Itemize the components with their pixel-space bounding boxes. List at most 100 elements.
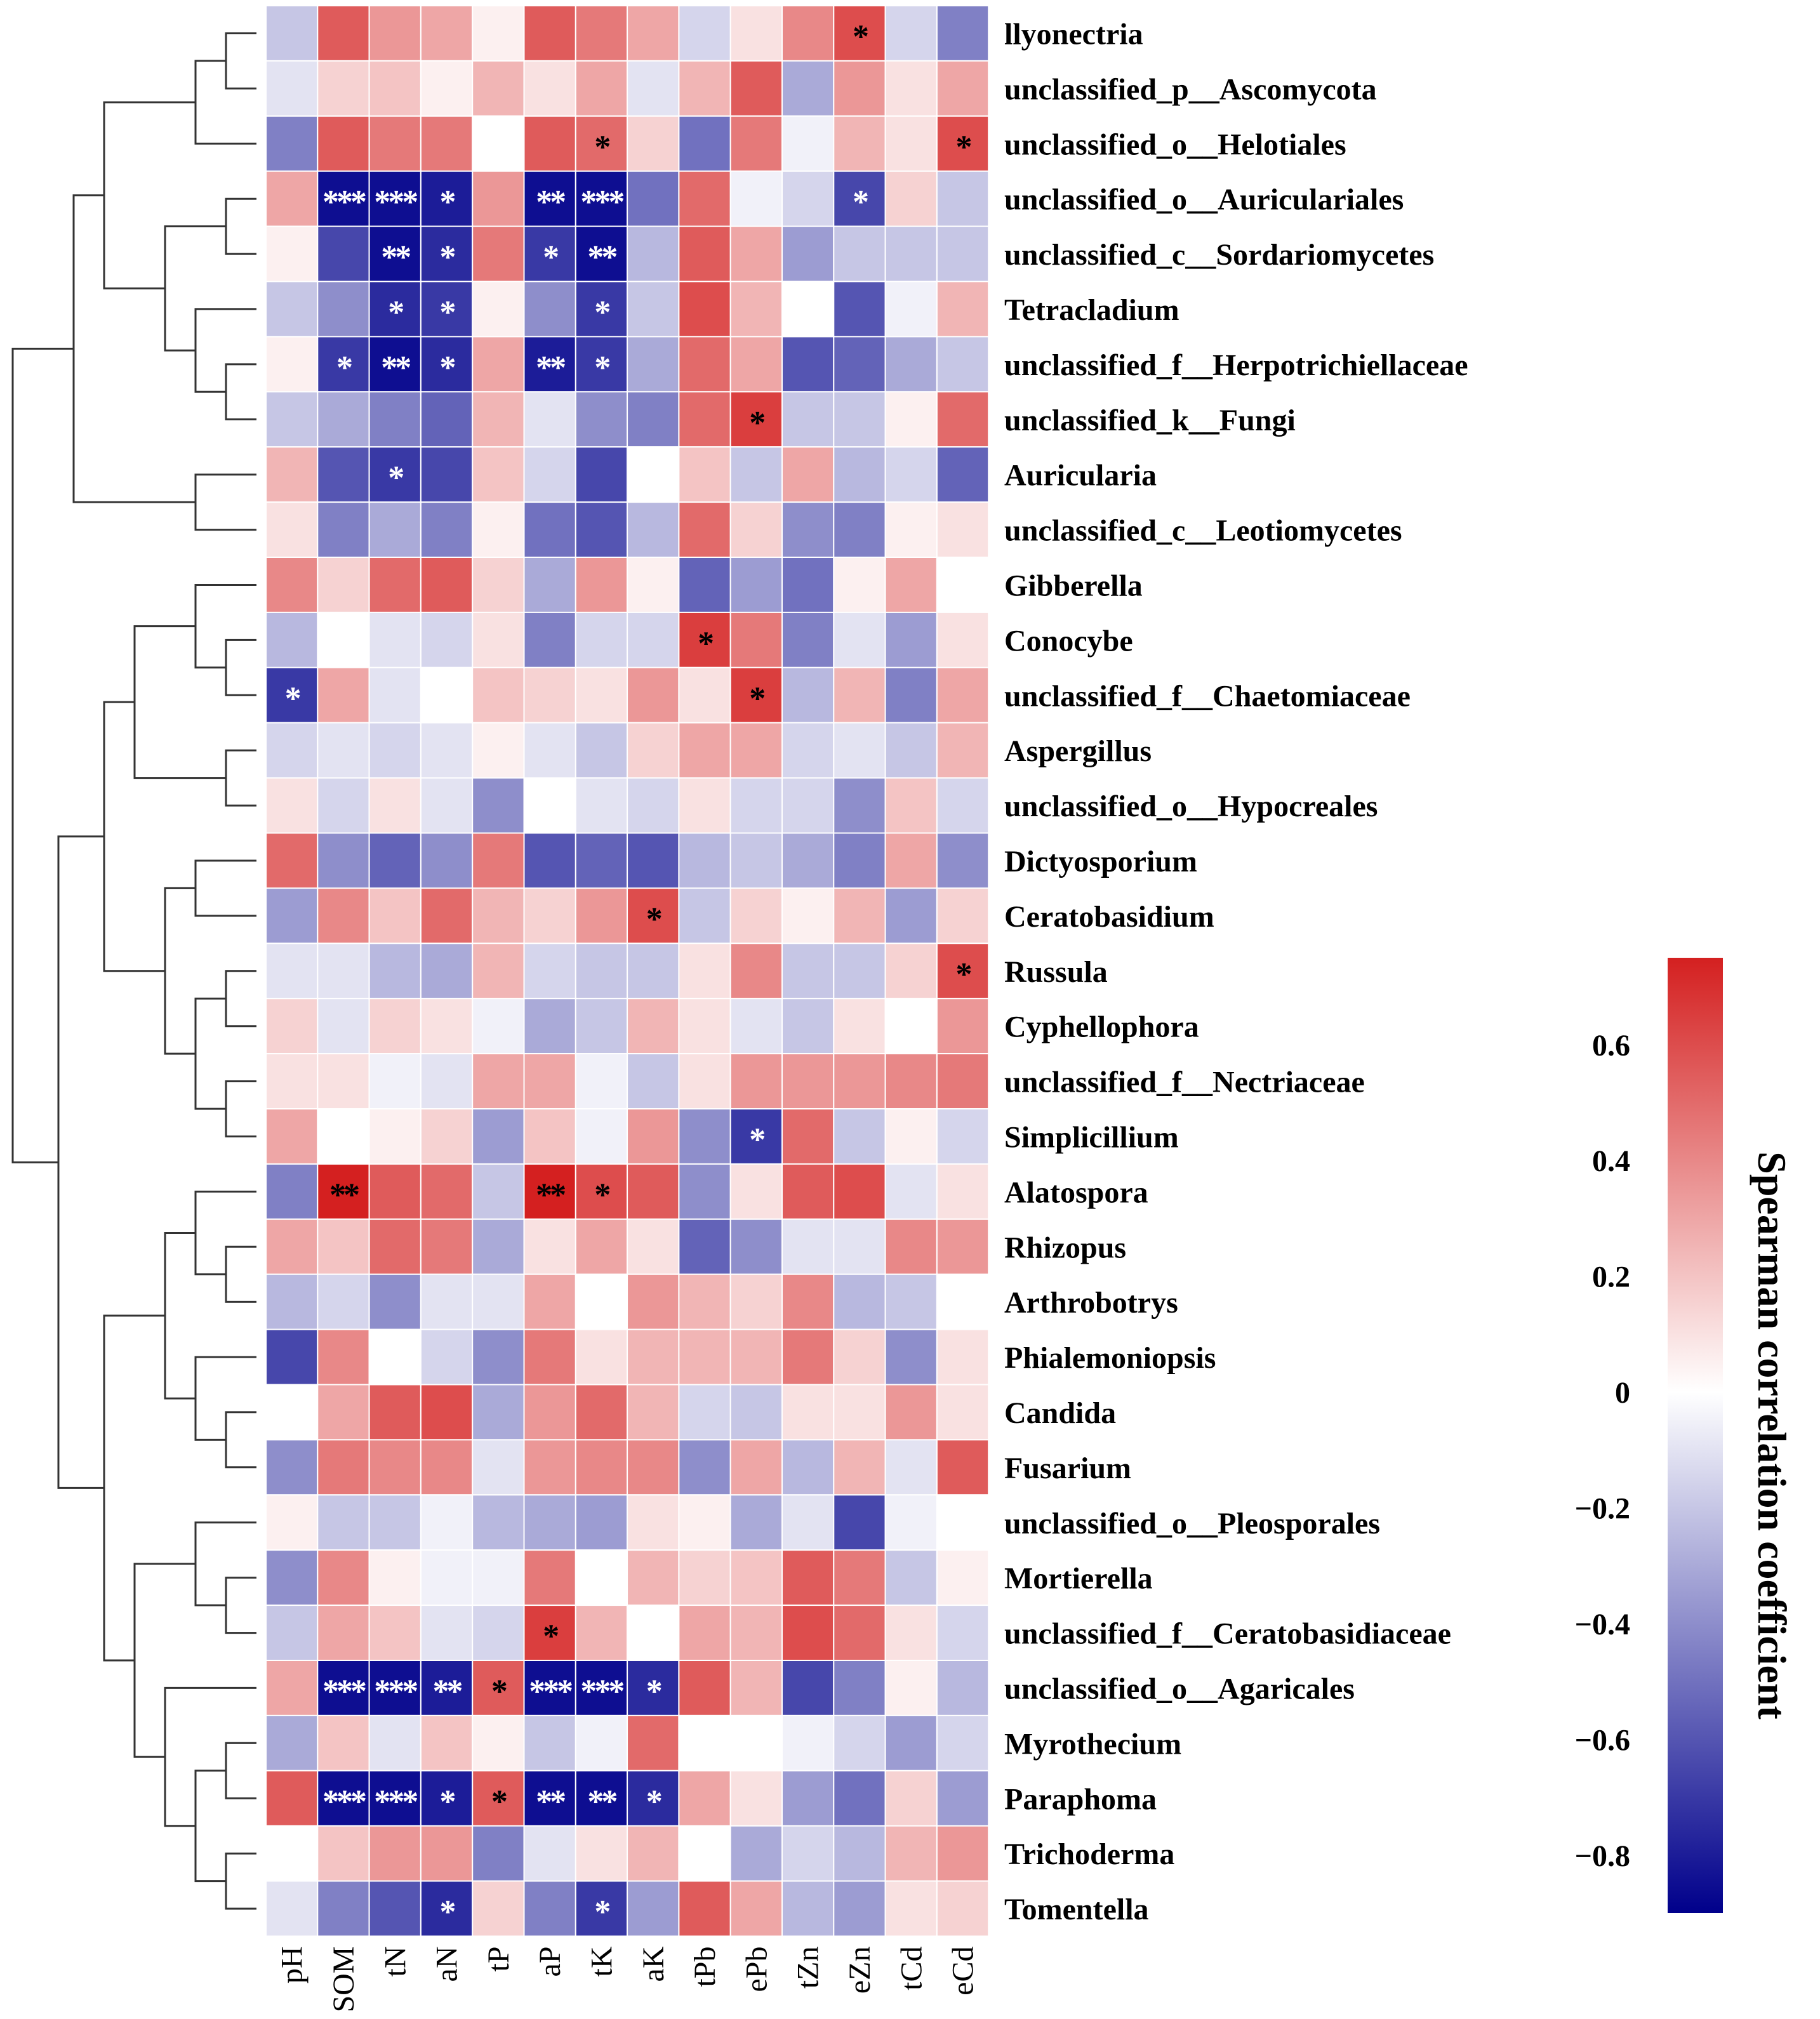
row-label: unclassified_c__Sordariomycetes: [1004, 238, 1434, 272]
heatmap-cell: [265, 446, 319, 503]
heatmap-cell: [575, 943, 628, 1000]
heatmap-cell: [317, 1439, 370, 1496]
heatmap-cell: [472, 722, 525, 779]
heatmap-cell: [627, 446, 680, 503]
row-label: Gibberella: [1004, 569, 1143, 603]
heatmap-cell: [472, 336, 525, 393]
heatmap-cell: [678, 336, 731, 393]
column-label: aK: [637, 1946, 670, 1982]
heatmap-cell: [729, 1549, 783, 1606]
heatmap-cell: [265, 1605, 319, 1662]
heatmap-cell: [265, 832, 319, 889]
colorbar-tick-label: 0: [1615, 1376, 1630, 1410]
heatmap-cell: [472, 666, 525, 724]
heatmap-cell: [833, 1660, 886, 1716]
significance-marker: **: [536, 1784, 565, 1820]
heatmap-cell: [420, 281, 474, 338]
heatmap-cell: [317, 501, 370, 558]
significance-marker: *: [440, 350, 455, 386]
heatmap-cell: [729, 501, 783, 558]
heatmap-cell: [368, 777, 422, 834]
heatmap-cell: [575, 777, 628, 834]
heatmap-cell: [884, 1549, 938, 1606]
dendrogram-branch: [194, 1356, 256, 1441]
heatmap-cell: [627, 1714, 680, 1771]
heatmap-cell: [317, 1880, 370, 1937]
heatmap-cell: [781, 1218, 835, 1275]
heatmap-cell: [884, 1053, 938, 1109]
row-label: unclassified_p__Ascomycota: [1004, 72, 1377, 106]
heatmap-cell: [265, 1439, 319, 1496]
heatmap-cell: [833, 998, 886, 1055]
row-label: unclassified_o__Hypocreales: [1004, 790, 1378, 823]
heatmap-cell: [729, 1714, 783, 1771]
heatmap-cell: [472, 115, 525, 172]
heatmap-cell: [265, 115, 319, 172]
significance-marker: *: [285, 680, 300, 717]
heatmap-cell: [678, 943, 731, 1000]
heatmap-cell: [265, 722, 319, 779]
heatmap-cell: [575, 887, 628, 944]
heatmap-cell: [523, 1549, 576, 1606]
heatmap-cell: [678, 666, 731, 724]
heatmap-cell: [523, 60, 576, 117]
heatmap-cell: [317, 1549, 370, 1606]
heatmap-cell: [884, 170, 938, 227]
heatmap-cell: [627, 777, 680, 834]
heatmap-cell: [678, 1605, 731, 1662]
heatmap-cell: [523, 501, 576, 558]
heatmap-cell: [265, 60, 319, 117]
heatmap-cell: [627, 1825, 680, 1882]
dendrogram-branch: [225, 197, 256, 255]
heatmap-cell: [936, 557, 990, 613]
heatmap-cell: [781, 943, 835, 1000]
heatmap-cell: [729, 115, 783, 172]
heatmap-cell: [936, 1605, 990, 1662]
heatmap-cell: [523, 1714, 576, 1771]
dendrogram-branch: [194, 859, 256, 917]
significance-marker: *: [491, 1784, 507, 1820]
heatmap-cell: [781, 887, 835, 944]
significance-marker: **: [587, 239, 616, 275]
row-label: Paraphoma: [1004, 1782, 1157, 1816]
heatmap-cell: [781, 501, 835, 558]
heatmap-cell: [317, 777, 370, 834]
row-label: unclassified_f__Herpotrichiellaceae: [1004, 348, 1468, 382]
dendrogram-branch: [225, 1577, 256, 1634]
heatmap-cell: [317, 832, 370, 889]
heatmap-cell: [936, 170, 990, 227]
heatmap-cell: [265, 777, 319, 834]
column-label: eZn: [843, 1947, 877, 1994]
column-label: aP: [533, 1947, 567, 1977]
heatmap-cell: [472, 1660, 525, 1716]
heatmap-cell: [678, 1880, 731, 1937]
heatmap-cell: [472, 1053, 525, 1109]
heatmap-cell: [472, 832, 525, 889]
heatmap-cell: [420, 611, 474, 668]
heatmap-cell: [368, 1053, 422, 1109]
colorbar-tick-label: −0.2: [1575, 1492, 1630, 1526]
significance-marker: **: [329, 1177, 359, 1213]
heatmap-cell: [833, 1328, 886, 1386]
heatmap-cell: [317, 225, 370, 282]
column-label: aN: [430, 1947, 464, 1982]
column-label: tPb: [688, 1947, 722, 1987]
heatmap-cell: [523, 446, 576, 503]
significance-marker: *: [749, 405, 764, 441]
heatmap-cell: [523, 1880, 576, 1937]
heatmap-cell: [472, 1770, 525, 1827]
heatmap-cell: [781, 1549, 835, 1606]
heatmap-cell: [884, 1384, 938, 1441]
column-label: tP: [482, 1947, 515, 1972]
heatmap-cell: [678, 1660, 731, 1716]
heatmap-cell: [420, 998, 474, 1055]
heatmap-cell: [627, 1605, 680, 1662]
heatmap-cell: [317, 887, 370, 944]
significance-marker: **: [587, 1784, 616, 1820]
heatmap-cell: [678, 60, 731, 117]
heatmap-cell: [368, 1825, 422, 1882]
dendrogram-branch: [194, 308, 256, 393]
heatmap-cell: [420, 943, 474, 1000]
row-label: Trichoderma: [1004, 1837, 1174, 1871]
